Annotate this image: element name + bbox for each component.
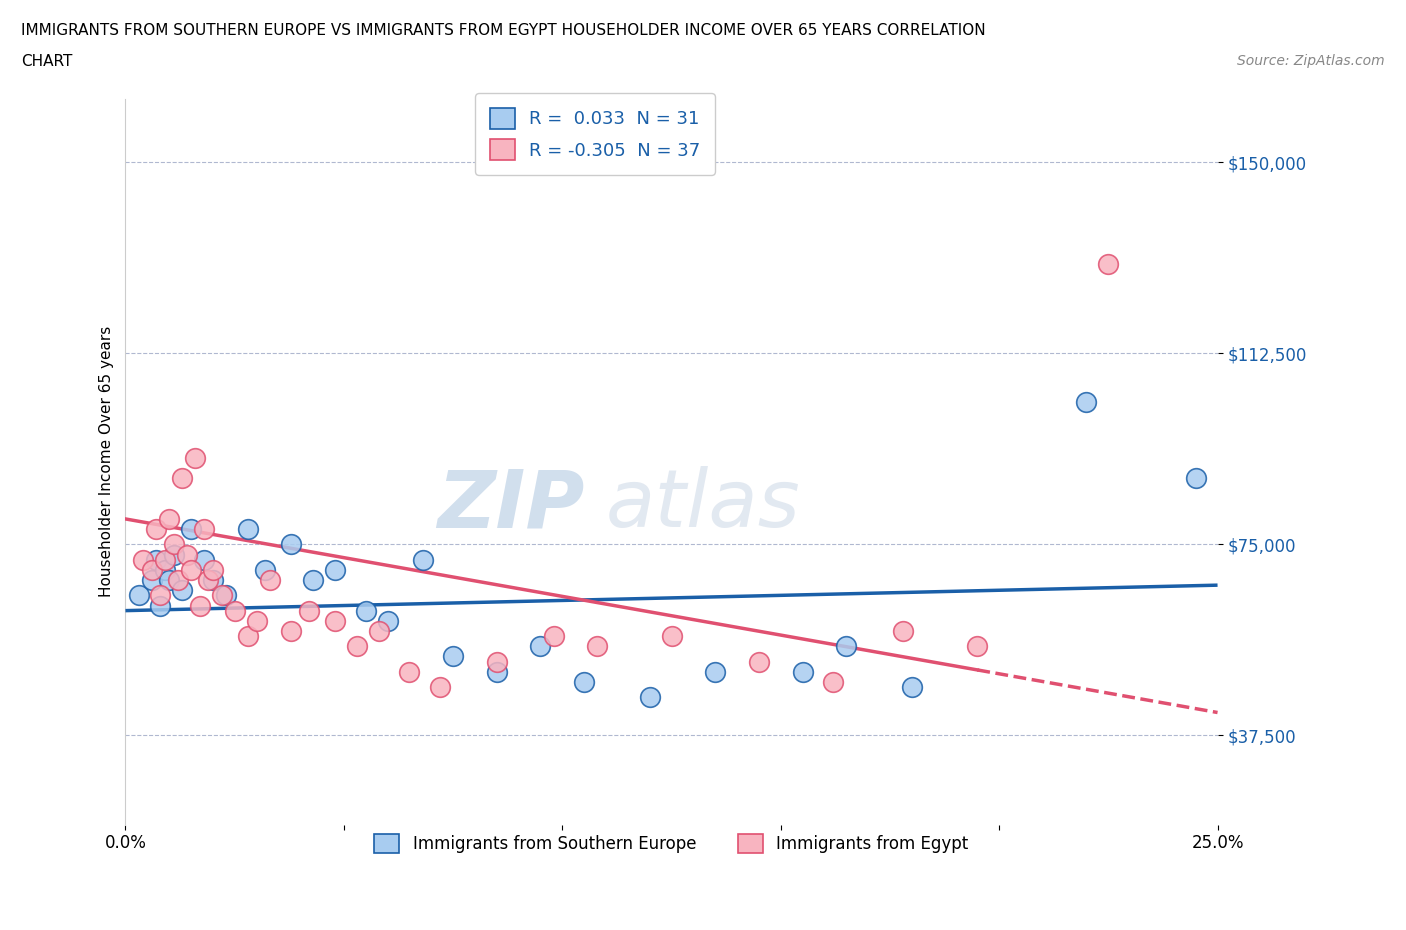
- Point: [485, 654, 508, 669]
- Point: [172, 583, 194, 598]
- Point: [236, 629, 259, 644]
- Point: [153, 552, 176, 567]
- Point: [236, 522, 259, 537]
- Point: [188, 598, 211, 613]
- Point: [149, 588, 172, 603]
- Y-axis label: Householder Income Over 65 years: Householder Income Over 65 years: [100, 326, 114, 597]
- Point: [823, 674, 845, 689]
- Point: [197, 573, 219, 588]
- Point: [176, 547, 198, 562]
- Point: [141, 563, 163, 578]
- Point: [1076, 394, 1098, 409]
- Point: [280, 537, 302, 551]
- Point: [215, 588, 238, 603]
- Point: [661, 629, 683, 644]
- Point: [748, 654, 770, 669]
- Point: [128, 588, 150, 603]
- Point: [485, 664, 508, 679]
- Point: [193, 522, 215, 537]
- Point: [201, 573, 224, 588]
- Point: [891, 623, 914, 638]
- Point: [153, 563, 176, 578]
- Point: [149, 598, 172, 613]
- Point: [638, 690, 661, 705]
- Point: [354, 604, 377, 618]
- Point: [1097, 257, 1119, 272]
- Point: [180, 522, 202, 537]
- Point: [298, 604, 321, 618]
- Point: [792, 664, 814, 679]
- Point: [162, 537, 184, 551]
- Point: [412, 552, 434, 567]
- Point: [132, 552, 155, 567]
- Point: [429, 680, 451, 695]
- Text: IMMIGRANTS FROM SOUTHERN EUROPE VS IMMIGRANTS FROM EGYPT HOUSEHOLDER INCOME OVER: IMMIGRANTS FROM SOUTHERN EUROPE VS IMMIG…: [21, 23, 986, 38]
- Point: [572, 674, 595, 689]
- Point: [245, 614, 267, 629]
- Point: [172, 471, 194, 485]
- Point: [900, 680, 922, 695]
- Point: [377, 614, 399, 629]
- Point: [280, 623, 302, 638]
- Point: [145, 552, 167, 567]
- Point: [398, 664, 420, 679]
- Point: [193, 552, 215, 567]
- Point: [162, 547, 184, 562]
- Point: [211, 588, 233, 603]
- Text: CHART: CHART: [21, 54, 73, 69]
- Point: [157, 512, 180, 526]
- Point: [704, 664, 727, 679]
- Point: [201, 563, 224, 578]
- Point: [259, 573, 281, 588]
- Point: [224, 604, 246, 618]
- Point: [346, 639, 368, 654]
- Point: [323, 563, 346, 578]
- Point: [180, 563, 202, 578]
- Point: [441, 649, 464, 664]
- Point: [835, 639, 858, 654]
- Legend: Immigrants from Southern Europe, Immigrants from Egypt: Immigrants from Southern Europe, Immigra…: [368, 827, 976, 860]
- Point: [184, 450, 207, 465]
- Point: [367, 623, 389, 638]
- Point: [141, 573, 163, 588]
- Text: Source: ZipAtlas.com: Source: ZipAtlas.com: [1237, 54, 1385, 68]
- Point: [1184, 471, 1206, 485]
- Point: [586, 639, 609, 654]
- Point: [529, 639, 551, 654]
- Point: [157, 573, 180, 588]
- Point: [966, 639, 988, 654]
- Text: atlas: atlas: [606, 466, 801, 544]
- Text: ZIP: ZIP: [437, 466, 583, 544]
- Point: [302, 573, 325, 588]
- Point: [167, 573, 190, 588]
- Point: [543, 629, 565, 644]
- Point: [145, 522, 167, 537]
- Point: [323, 614, 346, 629]
- Point: [254, 563, 277, 578]
